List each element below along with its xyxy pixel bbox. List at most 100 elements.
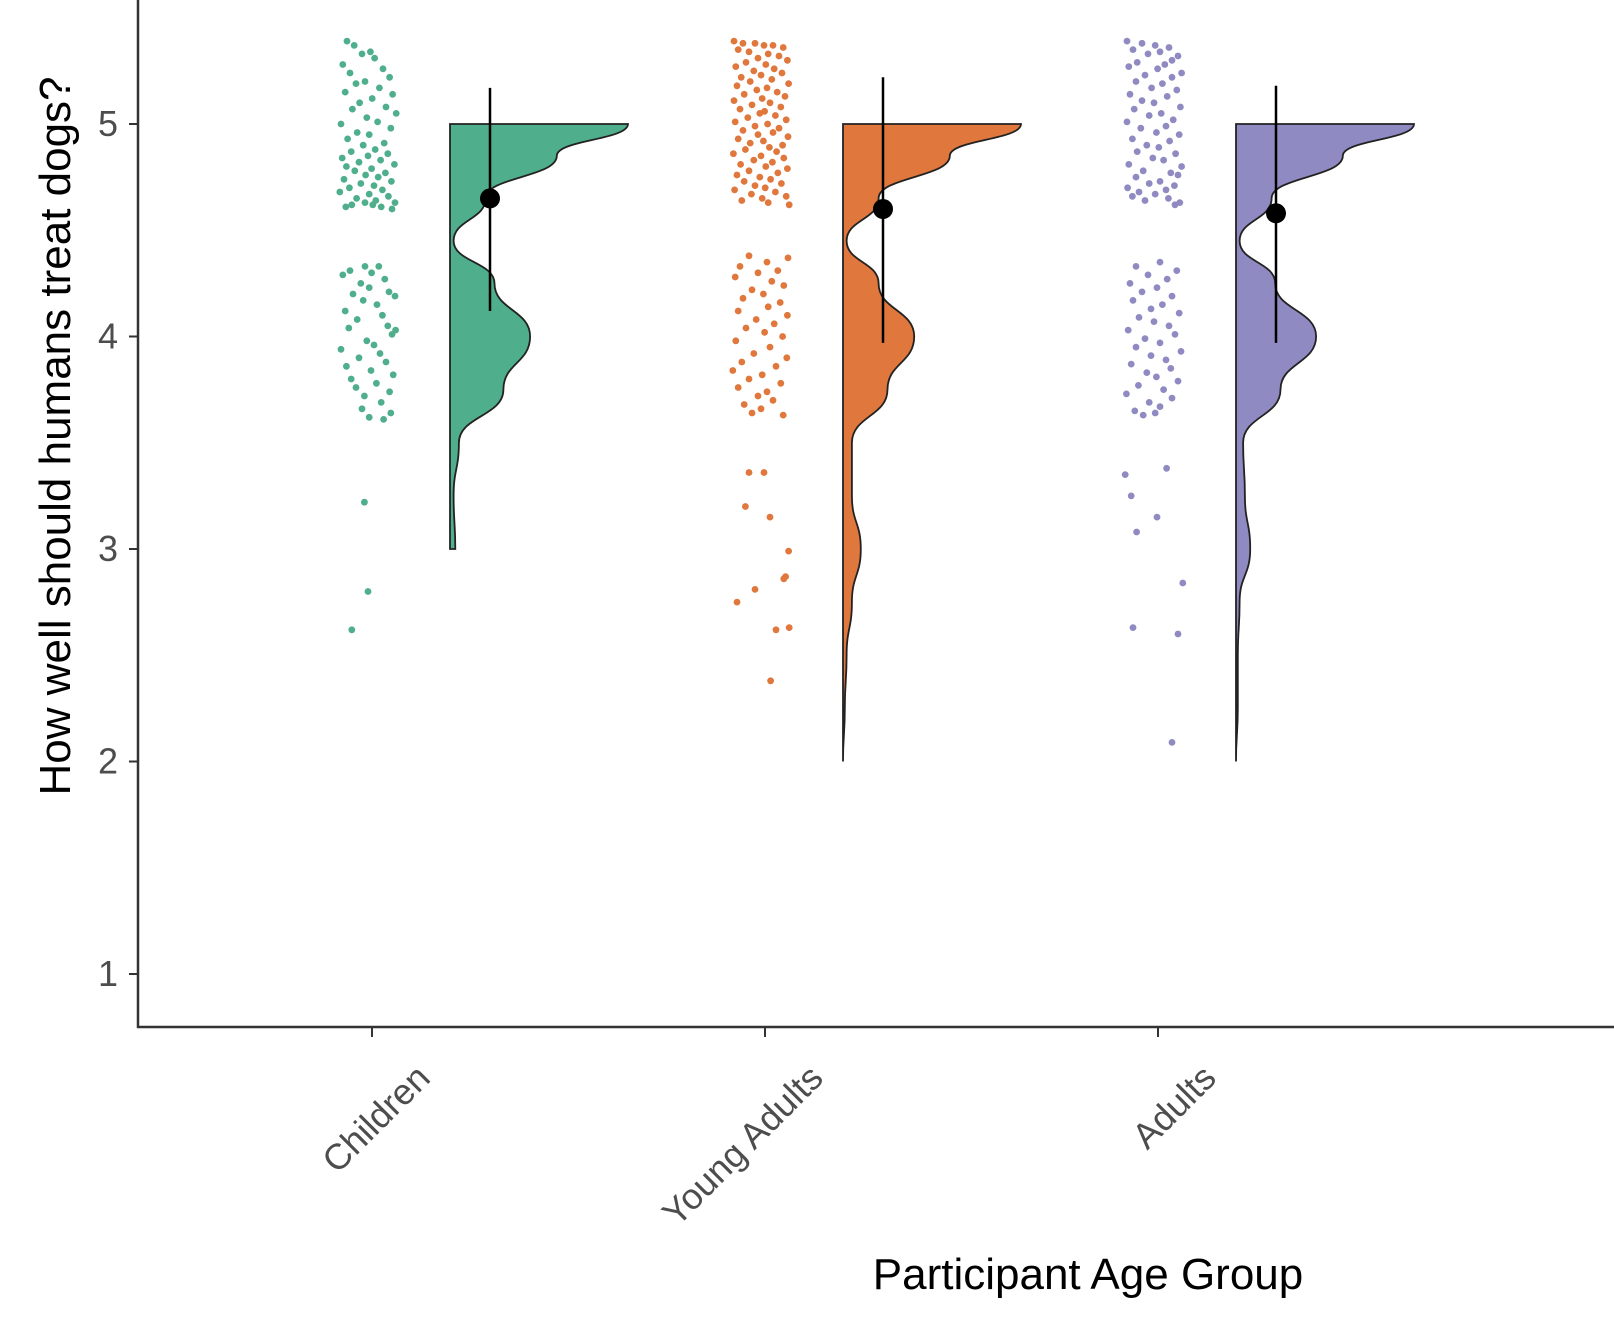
data-point bbox=[760, 137, 767, 145]
data-point bbox=[1147, 305, 1155, 313]
data-point bbox=[1151, 409, 1159, 417]
data-point bbox=[732, 63, 740, 70]
data-point bbox=[342, 203, 350, 211]
data-point bbox=[748, 409, 756, 417]
data-point bbox=[1175, 309, 1183, 317]
data-point bbox=[758, 195, 766, 202]
data-point bbox=[746, 139, 754, 147]
data-point bbox=[1126, 90, 1134, 98]
data-point bbox=[757, 152, 765, 160]
data-point bbox=[370, 341, 378, 349]
data-point bbox=[739, 126, 747, 134]
data-point bbox=[1153, 284, 1161, 291]
data-point bbox=[1133, 59, 1141, 66]
data-point bbox=[1161, 61, 1169, 68]
data-point bbox=[772, 626, 780, 634]
data-point bbox=[764, 199, 772, 207]
data-point bbox=[1165, 322, 1173, 330]
data-point bbox=[1132, 173, 1140, 181]
data-point bbox=[754, 54, 762, 62]
data-point bbox=[1135, 382, 1142, 389]
data-point bbox=[1177, 348, 1185, 355]
data-point bbox=[757, 405, 765, 413]
data-point bbox=[744, 114, 752, 121]
x-axis: Children Young Adults Adults bbox=[137, 1025, 1614, 1233]
data-point bbox=[391, 199, 399, 207]
data-point bbox=[1162, 186, 1170, 194]
data-point bbox=[1166, 137, 1173, 145]
data-point bbox=[1145, 399, 1153, 406]
data-point bbox=[341, 307, 349, 315]
data-point bbox=[731, 273, 739, 281]
data-point bbox=[377, 399, 385, 406]
data-point bbox=[1138, 97, 1146, 104]
data-point bbox=[339, 61, 347, 68]
data-point bbox=[348, 626, 356, 634]
data-point bbox=[365, 131, 373, 139]
data-point bbox=[1174, 377, 1182, 385]
data-point bbox=[1156, 403, 1164, 410]
data-point bbox=[740, 401, 748, 408]
data-point bbox=[766, 343, 774, 351]
data-point bbox=[746, 78, 754, 85]
data-point bbox=[338, 154, 346, 162]
data-point bbox=[761, 184, 769, 192]
data-point bbox=[385, 288, 393, 296]
data-point bbox=[754, 131, 762, 139]
data-point bbox=[1159, 301, 1166, 308]
data-point bbox=[742, 146, 749, 153]
data-point bbox=[341, 88, 349, 96]
group-young-adults bbox=[729, 37, 1022, 762]
data-point bbox=[370, 182, 378, 190]
data-point bbox=[1178, 163, 1185, 170]
data-point bbox=[733, 82, 741, 90]
data-point bbox=[780, 282, 788, 289]
y-tick-label: 3 bbox=[98, 528, 118, 569]
data-point bbox=[1129, 192, 1136, 200]
data-point bbox=[353, 195, 360, 202]
data-point bbox=[1175, 131, 1183, 139]
y-tick-label: 2 bbox=[98, 741, 118, 782]
data-point bbox=[745, 167, 753, 175]
data-point bbox=[387, 124, 395, 132]
y-tick-label: 5 bbox=[98, 103, 118, 144]
data-point bbox=[782, 116, 790, 124]
data-point bbox=[352, 80, 360, 87]
data-point bbox=[1123, 37, 1131, 45]
data-point bbox=[1123, 390, 1130, 398]
data-point bbox=[361, 263, 369, 270]
data-point bbox=[770, 320, 778, 328]
data-point bbox=[738, 358, 746, 366]
data-point bbox=[762, 61, 770, 68]
data-point bbox=[392, 110, 400, 117]
data-point bbox=[337, 120, 345, 128]
data-point bbox=[1162, 356, 1170, 364]
data-point bbox=[1135, 188, 1143, 196]
data-point bbox=[389, 90, 396, 98]
data-point bbox=[779, 411, 787, 419]
data-point bbox=[1127, 360, 1135, 368]
data-point bbox=[772, 112, 779, 119]
data-point bbox=[782, 192, 790, 200]
data-point bbox=[751, 586, 759, 593]
data-point bbox=[1143, 141, 1151, 149]
data-point bbox=[358, 50, 366, 58]
data-point bbox=[1156, 48, 1164, 56]
data-point bbox=[748, 286, 756, 294]
data-point bbox=[748, 190, 755, 198]
data-point bbox=[1155, 144, 1163, 151]
data-point bbox=[764, 50, 772, 58]
data-point bbox=[758, 371, 766, 379]
data-point bbox=[355, 158, 363, 166]
data-point bbox=[750, 350, 758, 357]
data-point bbox=[768, 277, 776, 285]
data-point bbox=[388, 205, 396, 213]
data-point bbox=[361, 498, 368, 506]
data-point bbox=[737, 161, 744, 168]
data-point bbox=[762, 163, 770, 170]
data-point bbox=[1156, 258, 1164, 266]
data-point bbox=[1168, 73, 1176, 81]
data-point bbox=[734, 384, 742, 391]
data-point bbox=[1171, 182, 1178, 190]
data-point bbox=[1141, 335, 1149, 342]
